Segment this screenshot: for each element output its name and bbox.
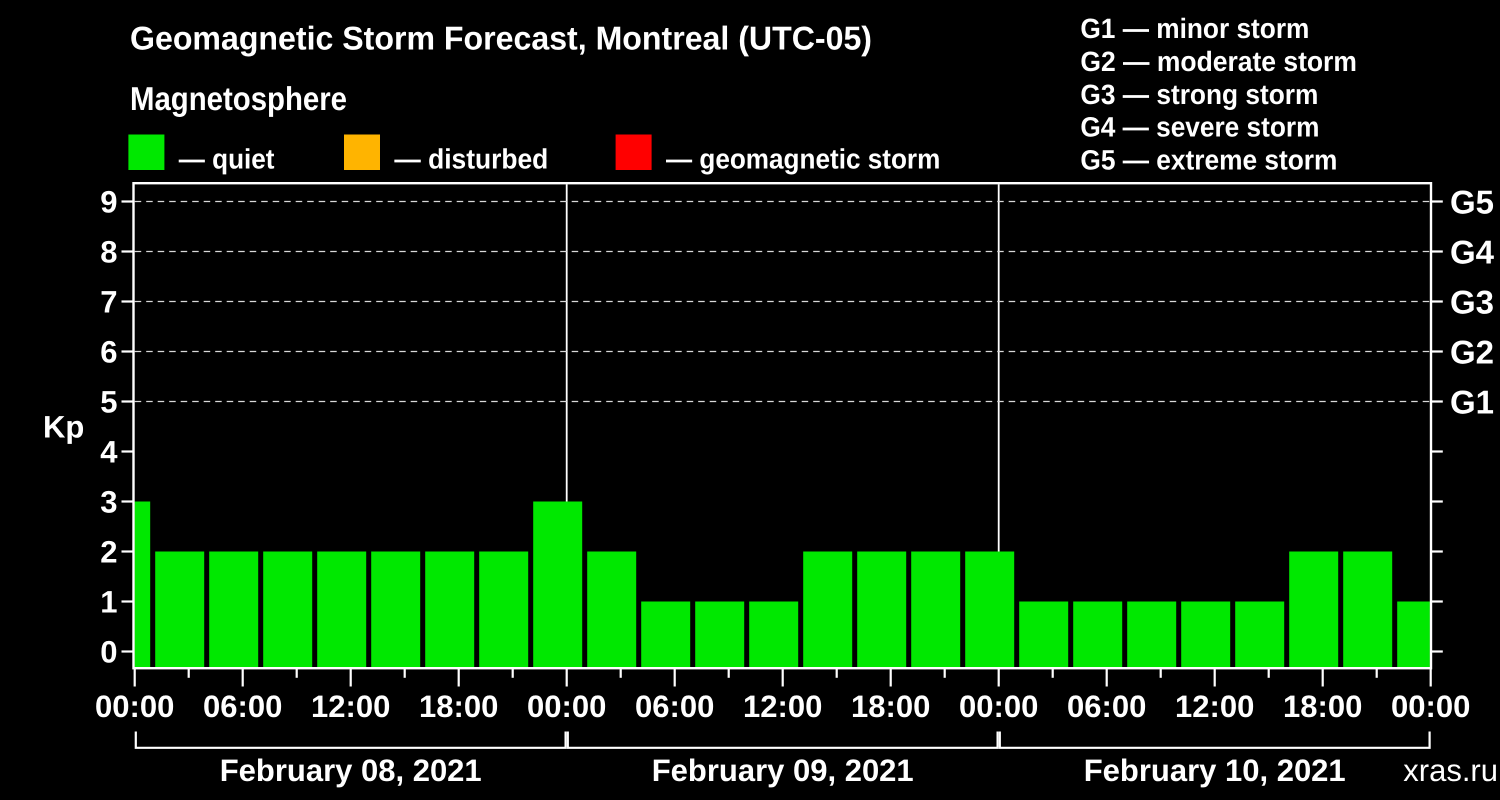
kp-bar [425,551,475,668]
g-level-label: G2 [1450,333,1494,370]
g-scale-legend: G1 — minor storm G2 — moderate storm G3 … [1080,13,1357,176]
plot-area: 0 1 2 3 4 5 6 7 8 9 G5 G4 G3 G2 G1 00:00 06:00 12:00 18:00… [95,181,1495,788]
kp-bar [1019,601,1069,668]
kp-bar [317,551,367,668]
date-label: February 10, 2021 [1084,753,1346,788]
kp-bar [857,551,907,668]
x-tick-label: 12:00 [743,689,822,724]
kp-bar [911,551,961,668]
y-tick-label: 8 [100,235,117,270]
y-tick-label: 7 [100,285,117,320]
x-tick-label: 18:00 [419,689,498,724]
kp-bar [155,551,205,668]
kp-bar [1343,551,1393,668]
kp-bar [1289,551,1339,668]
x-tick-label: 00:00 [1391,689,1470,724]
day-bracket [134,731,567,749]
y-axis-title: Kp [43,410,84,445]
kp-bar [1235,601,1285,668]
y-tick-label: 3 [100,485,117,520]
legend-label-storm: — geomagnetic storm [666,144,940,175]
kp-bar [134,501,151,668]
y-tick-label: 4 [100,435,118,470]
date-label: February 09, 2021 [652,753,914,788]
kp-bar [803,551,853,668]
kp-bar [1181,601,1231,668]
y-tick-label: 9 [100,185,117,220]
date-label: February 08, 2021 [220,753,482,788]
kp-bar [533,501,583,668]
kp-bar [263,551,313,668]
x-tick-label: 06:00 [203,689,282,724]
y-tick-label: 5 [100,385,117,420]
kp-bar [1397,601,1430,668]
day-bracket [566,731,999,749]
kp-bar [479,551,529,668]
kp-color-legend: — quiet — disturbed — geomagnetic storm [128,134,940,175]
x-tick-label: 00:00 [959,689,1038,724]
y-tick-label: 0 [100,635,117,670]
g-level-label: G5 [1450,183,1494,220]
g-level-label: G3 [1450,283,1494,320]
g-legend-line-2: G2 — moderate storm [1080,46,1357,77]
g-level-label: G1 [1450,383,1494,420]
legend-label-quiet: — quiet [179,144,275,175]
kp-bar [1073,601,1123,668]
y-tick-label: 6 [100,335,117,370]
legend-swatch-storm [615,134,652,170]
legend-label-disturbed: — disturbed [394,144,548,175]
x-tick-label: 12:00 [311,689,390,724]
x-tick-label: 00:00 [95,689,174,724]
x-tick-label: 18:00 [1283,689,1362,724]
y-tick-label: 1 [100,585,117,620]
kp-bar [587,551,637,668]
kp-bar [371,551,421,668]
watermark: xras.ru [1403,753,1498,788]
x-tick-label: 06:00 [1067,689,1146,724]
g-legend-line-5: G5 — extreme storm [1080,145,1337,176]
x-tick-label: 00:00 [527,689,606,724]
g-legend-line-3: G3 — strong storm [1080,79,1318,110]
chart-title: Geomagnetic Storm Forecast, Montreal (UT… [130,19,872,56]
kp-bar [209,551,259,668]
x-tick-label: 12:00 [1175,689,1254,724]
legend-swatch-quiet [128,134,165,170]
kp-bar [1127,601,1177,668]
g-level-label: G4 [1450,233,1495,270]
day-bracket [998,731,1431,749]
y-tick-label: 2 [100,535,117,570]
x-tick-label: 18:00 [851,689,930,724]
kp-bar [695,601,745,668]
g-legend-line-1: G1 — minor storm [1080,13,1309,44]
kp-bar [965,551,1015,668]
legend-swatch-disturbed [344,134,380,170]
kp-bar [749,601,799,668]
x-tick-label: 06:00 [635,689,714,724]
g-legend-line-4: G4 — severe storm [1080,112,1319,143]
chart-subtitle: Magnetosphere [130,80,347,117]
kp-bar [641,601,691,668]
